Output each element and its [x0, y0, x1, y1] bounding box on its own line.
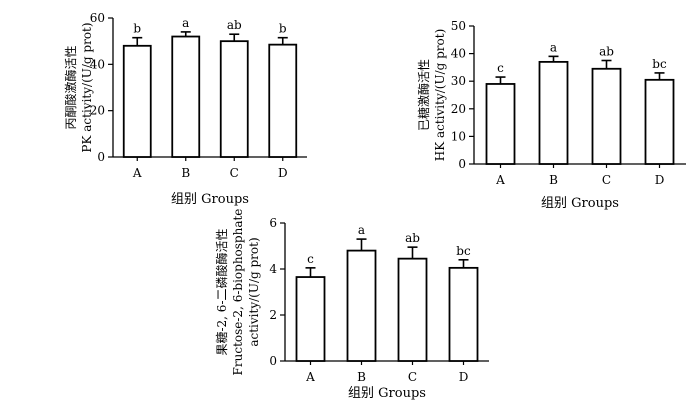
significance-letter: ab	[227, 18, 242, 32]
y-axis-title-line: HK activity/(U/g prot)	[433, 29, 447, 162]
significance-letter: b	[279, 22, 287, 36]
y-tick-label: 4	[269, 262, 277, 276]
x-tick-label: A	[132, 166, 142, 180]
y-tick-label: 40	[451, 47, 466, 61]
x-axis-title: 组别 Groups	[171, 192, 249, 207]
x-tick-label: D	[459, 370, 469, 384]
chart-panel-1: 0 20 40 60 b Aa Bab Cb D 组别 Groups 丙酮酸激酶活性 PK activ…	[63, 11, 307, 207]
x-tick-label: A	[305, 370, 315, 384]
chart-panel-3: 0 2 4 6 c Aa Bab Cbc D 组别 Groups 果糖-2, 6-二磷酸酶活性 Fru…	[214, 209, 489, 401]
y-axis-title-line: 果糖-2, 6-二磷酸酶活性	[214, 228, 229, 355]
x-tick-label: B	[181, 166, 190, 180]
significance-letter: ab	[599, 45, 614, 59]
y-axis-title-line: 丙酮酸激酶活性	[63, 45, 78, 129]
significance-letter: a	[550, 40, 557, 54]
significance-letter: a	[358, 223, 365, 237]
y-axis-title-line: activity/(U/g prot)	[247, 237, 261, 346]
x-tick-label: C	[602, 173, 611, 187]
x-tick-label: A	[495, 173, 505, 187]
x-tick-label: D	[655, 173, 665, 187]
bar	[122, 44, 152, 158]
chart-panel-2: 0 10 20 30 40 50 c Aa Bab Cbc D 组别 Groups 已糖激酶活性 HK a…	[416, 19, 686, 211]
x-tick-label: C	[230, 166, 239, 180]
x-axis-title: 组别 Groups	[348, 386, 426, 401]
y-tick-label: 2	[269, 308, 277, 322]
y-tick-label: 20	[90, 104, 105, 118]
y-tick-label: 50	[451, 19, 466, 33]
y-tick-label: 0	[269, 354, 277, 368]
y-tick-label: 30	[451, 74, 466, 88]
x-tick-label: D	[278, 166, 288, 180]
y-axis-title-line: Fructose-2, 6-biophosphate	[231, 209, 245, 376]
bar	[219, 40, 249, 158]
y-axis-title-line: PK activity/(U/g prot)	[80, 22, 94, 152]
significance-letter: bc	[652, 57, 667, 71]
x-tick-label: B	[357, 370, 366, 384]
y-tick-label: 20	[451, 102, 466, 116]
bar	[644, 78, 675, 165]
y-tick-label: 10	[451, 129, 466, 143]
y-tick-label: 0	[97, 150, 105, 164]
x-tick-label: B	[549, 173, 558, 187]
bar	[448, 266, 479, 362]
significance-letter: a	[182, 16, 189, 30]
bar	[591, 67, 622, 165]
y-tick-label: 40	[90, 57, 105, 71]
significance-letter: c	[497, 61, 504, 75]
significance-letter: b	[133, 22, 141, 36]
bar	[538, 60, 569, 165]
y-tick-label: 60	[90, 11, 105, 25]
y-tick-label: 0	[458, 157, 466, 171]
bar	[171, 35, 201, 158]
bar	[397, 257, 428, 362]
x-axis-title: 组别 Groups	[541, 196, 619, 211]
significance-letter: ab	[405, 231, 420, 245]
bar	[295, 276, 326, 362]
significance-letter: bc	[456, 244, 471, 258]
x-tick-label: C	[408, 370, 417, 384]
bar	[346, 249, 377, 362]
y-tick-label: 6	[269, 216, 277, 230]
bar	[268, 43, 298, 158]
y-axis-title-line: 已糖激酶活性	[416, 59, 431, 131]
bar	[485, 83, 516, 165]
significance-letter: c	[307, 252, 314, 266]
